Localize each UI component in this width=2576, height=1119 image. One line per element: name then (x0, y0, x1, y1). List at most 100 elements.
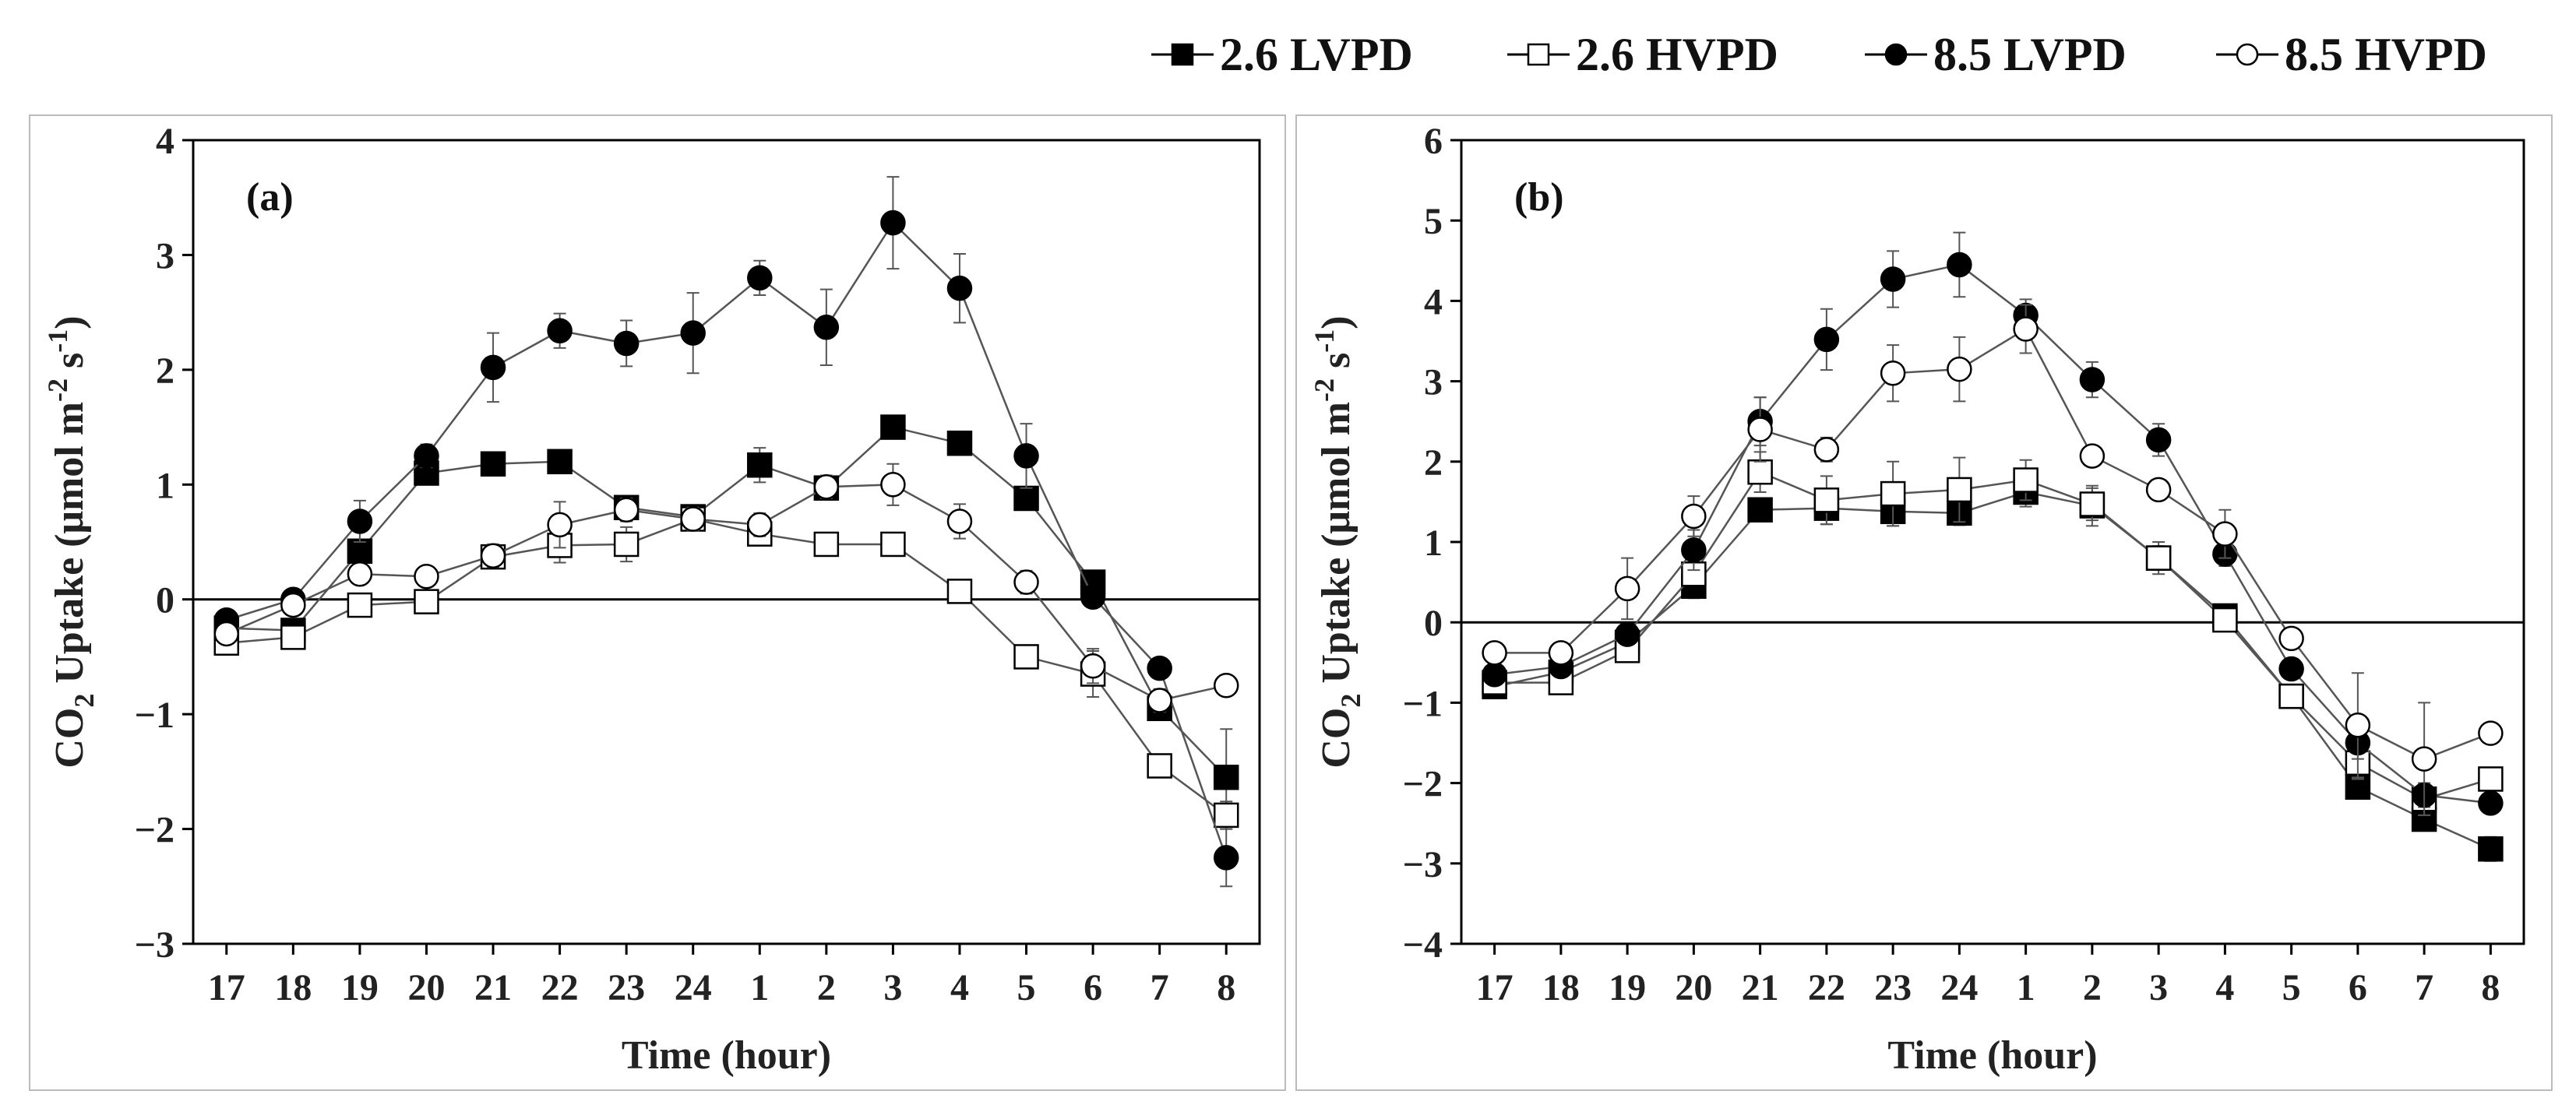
series-line (1494, 470, 2491, 801)
data-point (1213, 802, 1239, 829)
data-point (1013, 443, 1039, 469)
data-point (747, 265, 773, 291)
data-point (1747, 459, 1773, 485)
x-tick-label: 3 (2149, 967, 2168, 1008)
data-point (2478, 766, 2504, 792)
data-point (1013, 569, 1039, 595)
series-line (226, 518, 1227, 816)
data-point (2145, 477, 2172, 503)
x-tick-label: 22 (1808, 967, 1845, 1008)
data-point (1880, 361, 1906, 386)
y-tick-label: 2 (156, 350, 174, 392)
data-point (1213, 764, 1239, 790)
data-point (2212, 521, 2238, 547)
x-tick-label: 1 (2017, 967, 2035, 1008)
y-tick-label: −1 (135, 695, 174, 736)
x-tick-label: 23 (608, 967, 645, 1008)
x-tick-label: 17 (208, 967, 245, 1008)
series-line (1494, 491, 2491, 850)
legend-label: 8.5 LVPD (1933, 29, 2127, 80)
data-point (1213, 673, 1239, 698)
y-axis-title-part: ) (48, 315, 92, 329)
data-point (813, 315, 840, 340)
data-point (1947, 477, 1972, 503)
y-axis-title: CO2 Uptake (μmol m-2 s-1) (42, 315, 100, 768)
x-tick-label: 22 (541, 967, 579, 1008)
data-point (480, 543, 506, 568)
data-point (1681, 503, 1707, 530)
x-tick-label: 8 (1217, 967, 1235, 1008)
data-point (2013, 316, 2039, 342)
data-point (2411, 746, 2437, 772)
series-0 (213, 414, 1239, 827)
y-axis-title-part: ) (1314, 315, 1358, 329)
data-point (1880, 480, 1906, 507)
y-tick-label: 1 (1424, 523, 1443, 564)
x-tick-label: 7 (2415, 967, 2433, 1008)
data-point (946, 579, 973, 604)
data-point (547, 449, 573, 475)
y-axis-title-part: -2 (1309, 378, 1340, 402)
y-axis-title-part: Uptake (μmol m (1314, 402, 1358, 694)
x-tick-label: 20 (1675, 967, 1712, 1008)
series-3 (213, 463, 1239, 713)
legend-item: 2.6 LVPD (1151, 29, 1413, 80)
plot-frame (1460, 139, 2525, 945)
y-tick-label: 5 (1424, 201, 1443, 242)
y-tick-label: −2 (1403, 764, 1443, 805)
data-point (2079, 491, 2106, 517)
data-point (280, 625, 306, 650)
data-point (1147, 655, 1172, 681)
data-point (946, 508, 973, 534)
data-point (1013, 485, 1039, 512)
panel-border (29, 114, 1286, 1091)
data-point (1147, 753, 1172, 779)
legend-label: 2.6 HVPD (1576, 29, 1778, 80)
data-point (2478, 836, 2504, 862)
x-axis-title: Time (hour) (1887, 1033, 2097, 1078)
y-axis-title-part: Uptake (μmol m (48, 402, 92, 694)
data-point (1947, 356, 1972, 382)
y-axis-title-part: 2 (1335, 694, 1366, 708)
y-axis-title: CO2 Uptake (μmol m-2 s-1) (1309, 315, 1366, 768)
y-tick-label: 0 (1424, 603, 1443, 644)
y-axis-title-part: CO (1314, 708, 1358, 769)
panel-label: (b) (1514, 175, 1564, 220)
data-point (2478, 720, 2504, 746)
x-tick-label: 17 (1476, 967, 1514, 1008)
data-point (680, 506, 706, 532)
data-point (1013, 644, 1039, 670)
data-point (480, 451, 506, 477)
y-tick-label: −4 (1403, 924, 1443, 966)
data-point (2278, 625, 2304, 652)
data-point (747, 452, 773, 478)
data-point (347, 561, 373, 587)
x-tick-label: 24 (675, 967, 712, 1008)
series-line (1494, 327, 2491, 761)
data-point (613, 497, 640, 523)
legend-marker (1527, 43, 1550, 66)
data-point (946, 430, 973, 456)
y-axis-title-part: 2 (69, 694, 100, 708)
data-point (1080, 584, 1106, 611)
legend-marker (2236, 43, 2259, 66)
data-point (480, 354, 506, 381)
legend-item: 2.6 HVPD (1507, 29, 1778, 80)
data-point (747, 512, 773, 538)
series-line (226, 426, 1228, 779)
data-point (2145, 427, 2172, 453)
series-1 (1482, 451, 2504, 816)
y-tick-label: −3 (1403, 844, 1443, 885)
data-point (880, 209, 906, 236)
data-point (547, 512, 573, 538)
legend-item: 8.5 HVPD (2216, 29, 2487, 80)
data-point (1813, 487, 1840, 513)
y-axis-title-part: s (1314, 353, 1358, 378)
legend-item: 8.5 LVPD (1865, 29, 2127, 80)
series-line (226, 221, 1228, 858)
y-tick-label: 2 (1424, 442, 1443, 484)
plot-frame (192, 139, 1261, 945)
data-point (2278, 656, 2304, 682)
data-point (2079, 443, 2106, 469)
